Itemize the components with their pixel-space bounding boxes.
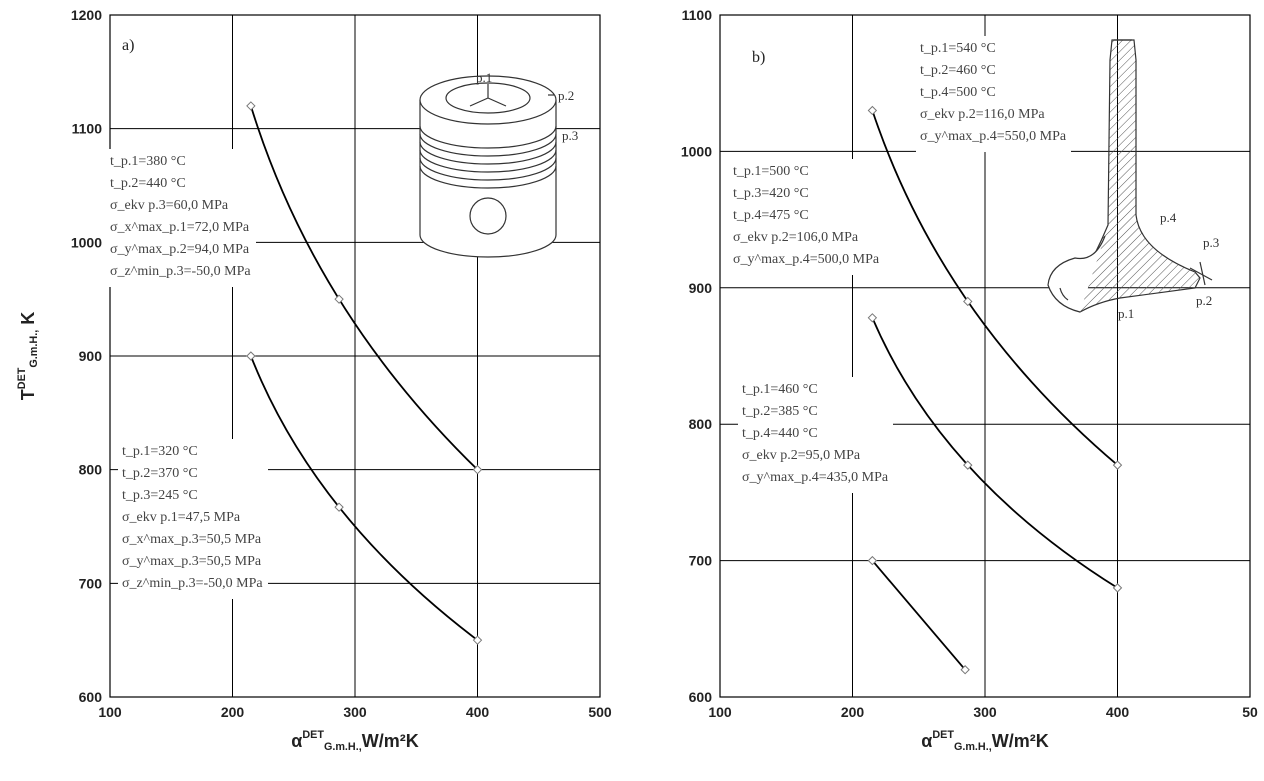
y-tick-label: 1100	[72, 121, 103, 137]
annotation-line: σ_ekv p.2=95,0 MPa	[742, 448, 861, 463]
y-tick-label: 800	[689, 416, 713, 432]
y-tick-label: 1000	[681, 143, 712, 159]
y-tick-label: 900	[79, 348, 103, 364]
annotation-line: σ_z^min_p.3=-50,0 MPa	[110, 264, 251, 279]
data-point-3-1	[867, 555, 878, 566]
data-point-2-1	[246, 351, 256, 361]
annotation-line: t_p.1=460 °C	[742, 382, 818, 397]
annotation-line: σ_ekv p.2=116,0 MPa	[920, 107, 1045, 122]
data-point-1-1	[246, 101, 256, 111]
data-point-2-2	[963, 460, 973, 470]
data-point-1-2	[334, 294, 344, 304]
annotation-line: t_p.2=460 °C	[920, 63, 996, 78]
annotation-line: σ_x^max_p.1=72,0 MPa	[110, 220, 250, 235]
valve-label-p4: p.4	[1160, 210, 1177, 225]
series-line-2	[250, 355, 479, 641]
annotation-line: t_p.3=245 °C	[122, 488, 198, 503]
y-axis-label: TDETG.m.H., K	[16, 312, 40, 400]
annotation-line: t_p.2=370 °C	[122, 466, 198, 481]
y-tick-label: 600	[79, 689, 103, 705]
data-point-2-1	[867, 313, 878, 323]
panel-label: b)	[752, 49, 765, 66]
valve-label-p2: p.2	[1196, 293, 1212, 308]
annotation-bg	[118, 439, 268, 599]
annotation-line: t_p.4=500 °C	[920, 85, 996, 100]
annotation-line: t_p.4=440 °C	[742, 426, 818, 441]
annotation-line: σ_ekv p.3=60,0 MPa	[110, 198, 229, 213]
x-tick-label: 200	[841, 704, 865, 720]
annotation-line: t_p.1=540 °C	[920, 41, 996, 56]
x-tick-label: 500	[588, 704, 612, 720]
annotation-bg	[916, 36, 1071, 152]
data-point-2-3	[472, 635, 483, 645]
data-point-1-2	[963, 296, 973, 307]
panel-label: a)	[122, 37, 134, 54]
annotation-line: t_p.3=420 °C	[733, 186, 809, 201]
annotation-line: σ_ekv p.1=47,5 MPa	[122, 510, 241, 525]
x-tick-label: 400	[1106, 704, 1130, 720]
y-tick-label: 700	[689, 553, 713, 569]
x-tick-label: 100	[708, 704, 732, 720]
annotation-bg	[106, 149, 256, 287]
annotation-line: t_p.2=385 °C	[742, 404, 818, 419]
annotation-line: t_p.1=320 °C	[122, 444, 198, 459]
x-tick-label: 300	[973, 704, 997, 720]
y-tick-label: 1000	[71, 234, 102, 250]
series-line-3	[871, 560, 966, 671]
y-tick-label: 800	[79, 462, 103, 478]
data-point-2-2	[334, 502, 344, 512]
y-tick-label: 600	[689, 689, 713, 705]
y-tick-label: 1100	[682, 7, 713, 23]
annotation-line: t_p.1=380 °C	[110, 154, 186, 169]
data-point-2-3	[1112, 583, 1123, 593]
data-point-3-2	[960, 665, 970, 675]
x-tick-label: 200	[221, 704, 245, 720]
annotation-bg	[738, 377, 893, 493]
annotation-line: σ_y^max_p.4=500,0 MPa	[733, 252, 880, 267]
data-point-1-1	[867, 105, 878, 116]
annotation-line: σ_ekv p.2=106,0 MPa	[733, 230, 859, 245]
annotation-line: σ_y^max_p.4=550,0 MPa	[920, 129, 1067, 144]
annotation-line: t_p.2=440 °C	[110, 176, 186, 191]
annotation-line: σ_x^max_p.3=50,5 MPa	[122, 532, 262, 547]
annotation-line: t_p.1=500 °C	[733, 164, 809, 179]
annotation-line: t_p.4=475 °C	[733, 208, 809, 223]
valve-illustration	[1047, 39, 1213, 313]
y-tick-label: 1200	[71, 7, 102, 23]
annotation-bg	[729, 159, 884, 275]
piston-label-p3: p.3	[562, 128, 578, 143]
annotation-line: σ_y^max_p.4=435,0 MPa	[742, 470, 889, 485]
x-tick-label: 50	[1242, 704, 1258, 720]
x-tick-label: 300	[343, 704, 367, 720]
piston-label-p2: p.2	[558, 88, 574, 103]
annotation-line: σ_z^min_p.3=-50,0 MPa	[122, 576, 263, 591]
piston-illustration	[419, 75, 557, 258]
chart-a: 100 200 300 400 500 600 700 800 900 1000 1100 1200 a…	[16, 7, 612, 753]
y-tick-label: 700	[79, 575, 103, 591]
y-tick-label: 900	[689, 280, 713, 296]
x-tick-label: 100	[98, 704, 122, 720]
data-point-1-3	[472, 464, 483, 475]
x-tick-label: 400	[466, 704, 490, 720]
annotation-line: σ_y^max_p.3=50,5 MPa	[122, 554, 262, 569]
piston-label-p1: p.1	[476, 70, 492, 85]
valve-label-p1: p.1	[1118, 306, 1134, 321]
x-axis-label: αDETG.m.H.,W/m²K	[921, 729, 1048, 753]
series-line-2	[871, 317, 1118, 589]
valve-label-p3: p.3	[1203, 235, 1219, 250]
x-axis-label: αDETG.m.H.,W/m²K	[291, 729, 418, 753]
data-point-1-3	[1112, 460, 1123, 470]
chart-b: 100 200 300 400 50 600 700 800 900 1000 1100 b) t_p.…	[681, 7, 1258, 753]
annotation-line: σ_y^max_p.2=94,0 MPa	[110, 242, 250, 257]
